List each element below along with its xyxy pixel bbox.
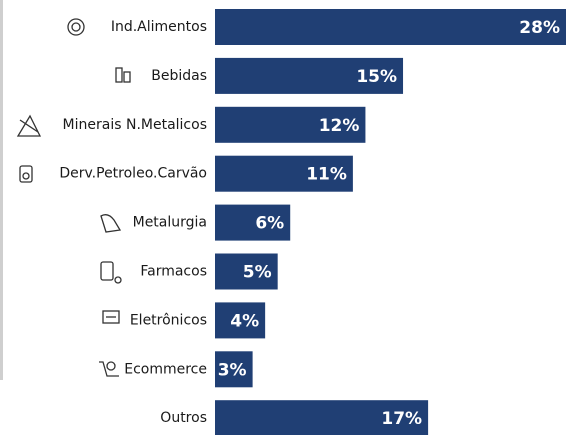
icon-metal [100, 214, 122, 233]
value-label: 15% [356, 67, 397, 87]
bar [215, 400, 429, 435]
bar [215, 9, 566, 45]
icons [16, 18, 131, 377]
bar [215, 204, 291, 241]
category-label: Bebidas [151, 68, 207, 84]
bar [215, 57, 404, 94]
category-label: Eletrônicos [130, 312, 207, 328]
value-label: 4% [230, 311, 259, 331]
bar [215, 155, 353, 192]
bar [215, 253, 278, 290]
category-label: Farmacos [140, 264, 207, 280]
value-label: 12% [319, 116, 360, 136]
icon-electronics [102, 310, 120, 324]
category-label: Derv.Petroleo.Carvão [59, 166, 207, 182]
icon-drinks [115, 67, 131, 83]
category-label: Minerais N.Metalicos [63, 117, 207, 133]
category-label: Ecommerce [124, 361, 207, 377]
icon-oil [19, 165, 33, 183]
bar [215, 302, 266, 339]
icon-minerals [16, 114, 42, 137]
category-label: Metalurgia [133, 215, 207, 231]
left-edge [0, 0, 3, 380]
value-label: 17% [381, 409, 422, 429]
icon-pharma [100, 261, 122, 284]
icon-food [67, 18, 85, 36]
category-label: Outros [160, 410, 207, 426]
bar [215, 106, 366, 143]
icon-ecommerce [99, 361, 119, 377]
value-label: 3% [218, 360, 247, 380]
value-label: 5% [243, 263, 272, 283]
bar [215, 351, 253, 388]
value-label: 6% [255, 214, 284, 234]
value-label: 11% [306, 165, 347, 185]
category-label: Ind.Alimentos [111, 19, 207, 35]
value-label: 28% [519, 18, 560, 38]
